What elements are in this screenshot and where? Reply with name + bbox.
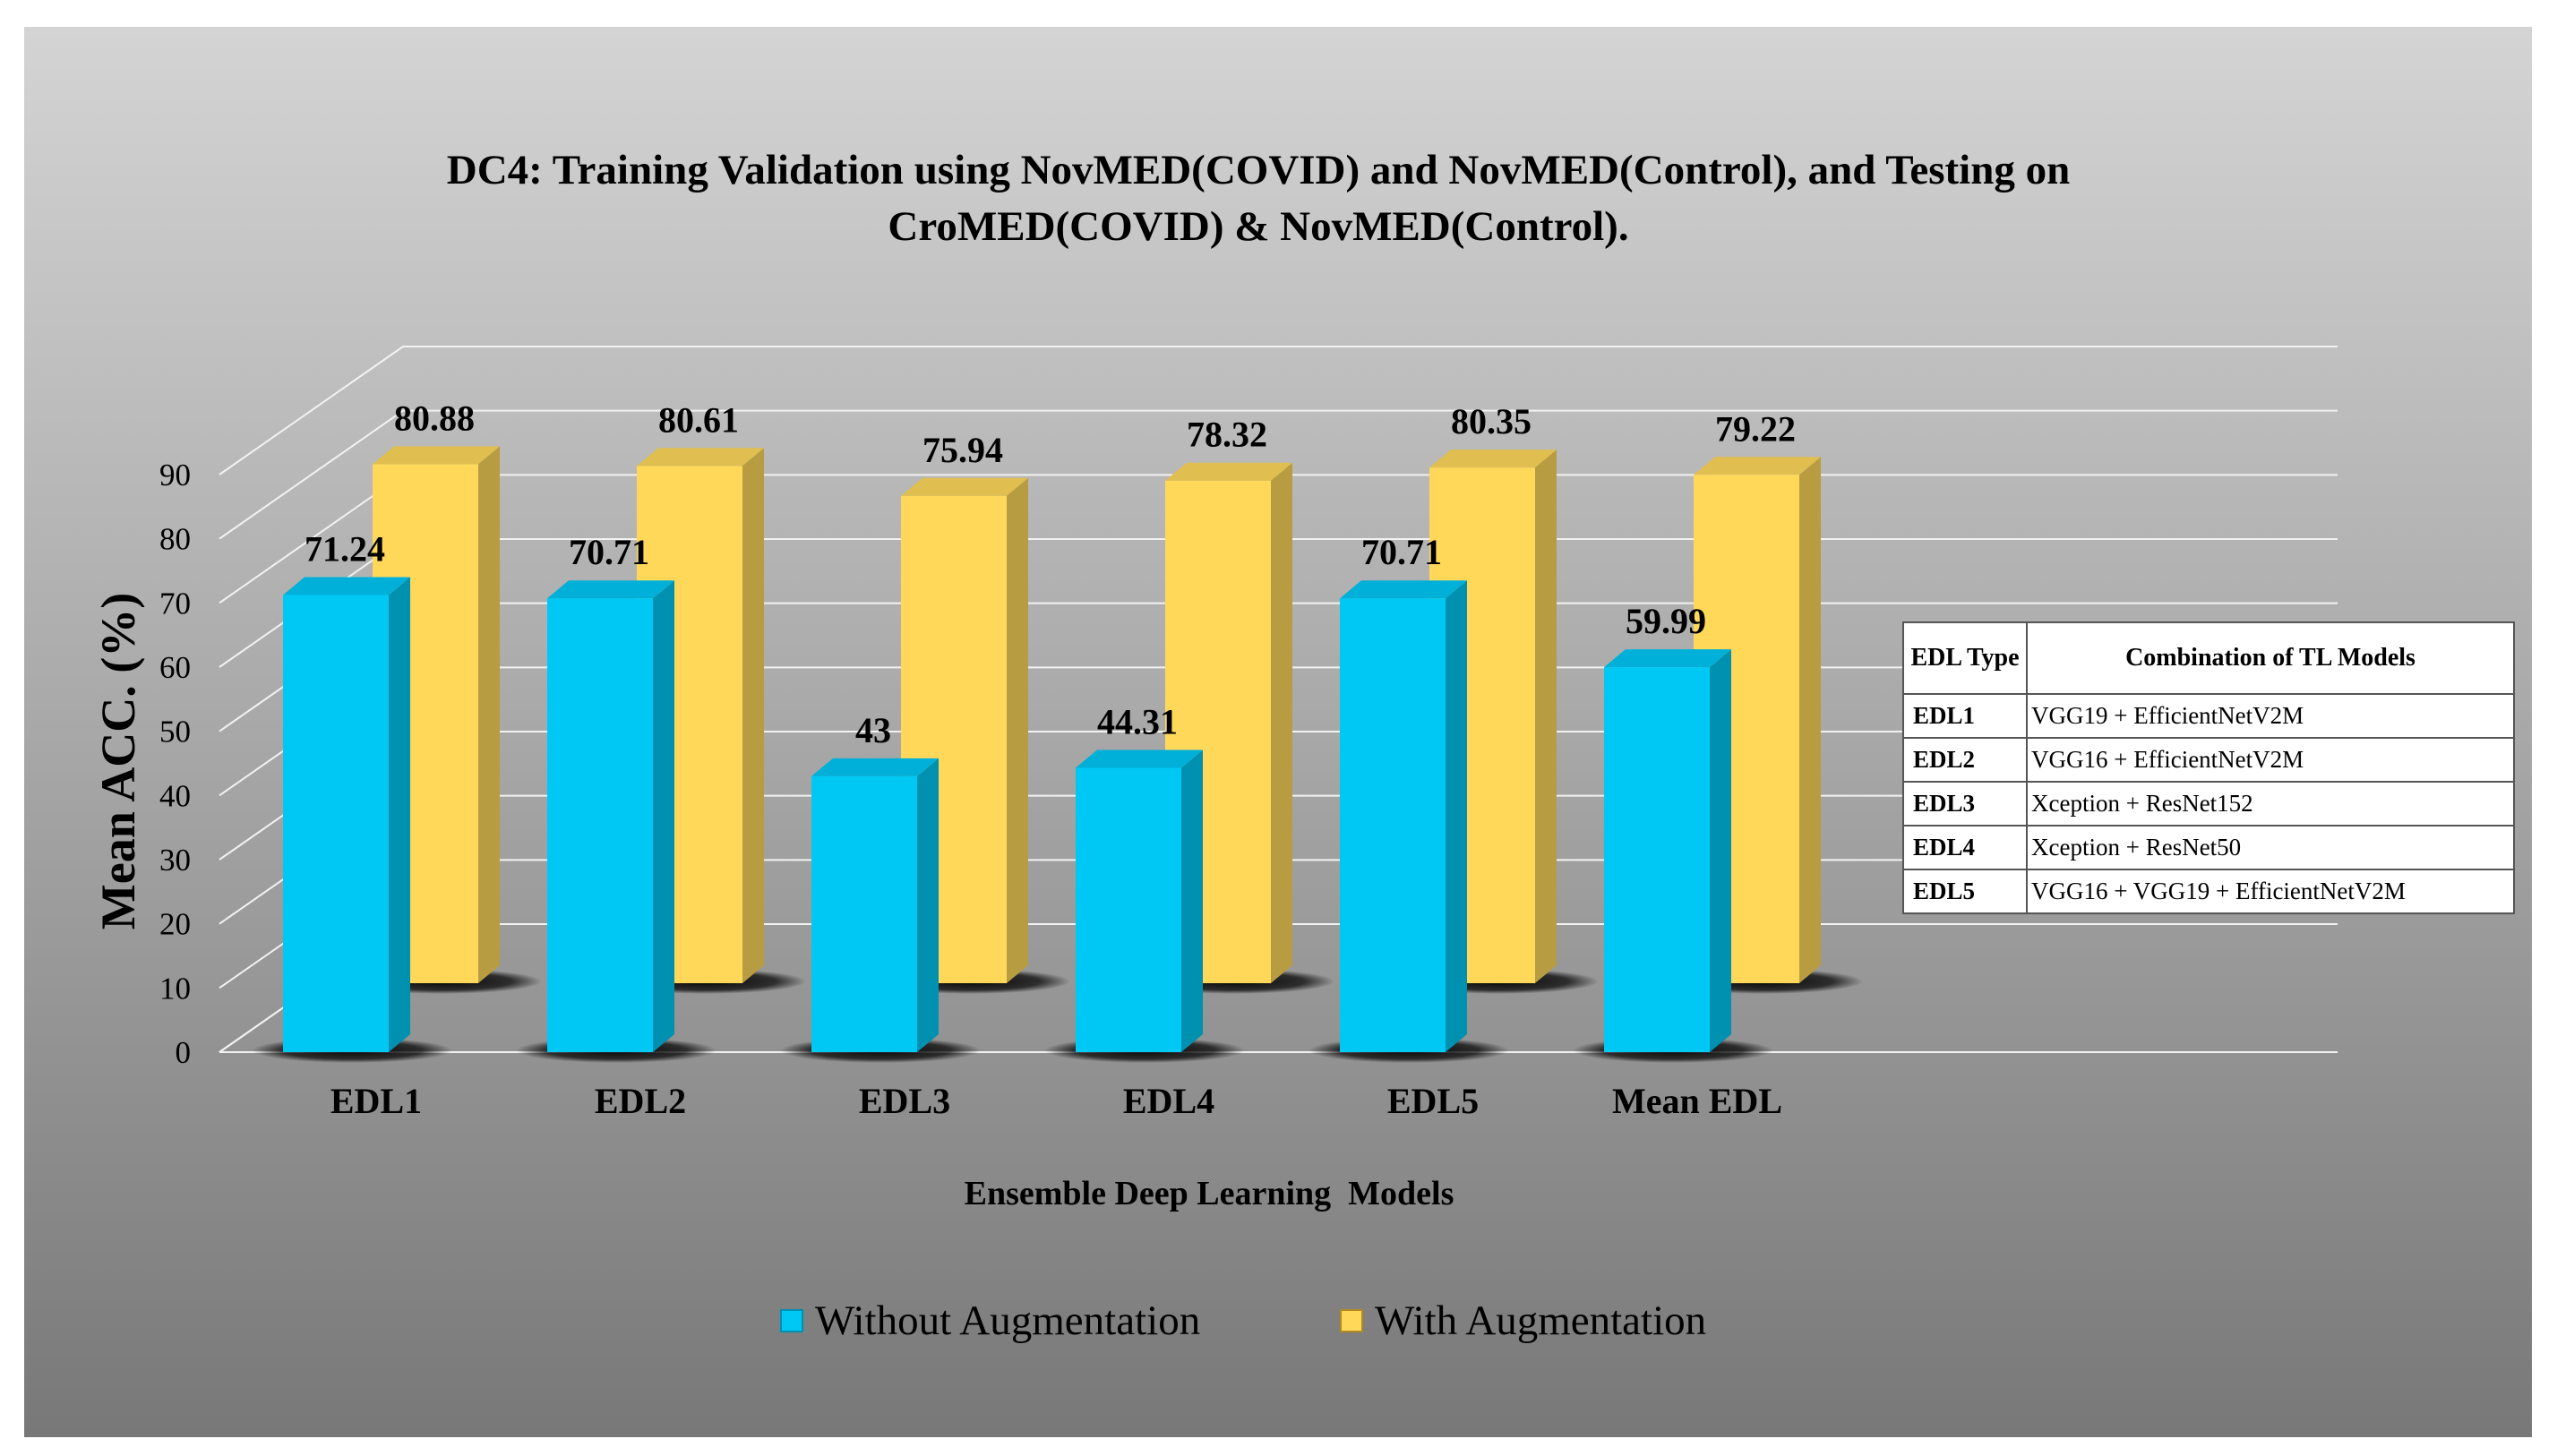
bar-side bbox=[653, 580, 674, 1052]
y-tick-label: 90 bbox=[159, 458, 191, 492]
table-header-type: EDL Type bbox=[1902, 621, 2028, 695]
y-tick-label: 60 bbox=[159, 650, 191, 685]
y-tick-label: 30 bbox=[159, 843, 191, 878]
bar-side bbox=[1799, 457, 1821, 983]
bars: 80.88 80.61 75.94 78.32 80.35 79.22 71.24 70.71… bbox=[251, 398, 1864, 1121]
data-label: 43 bbox=[855, 710, 891, 750]
data-label: 59.99 bbox=[1626, 601, 1706, 641]
y-tick-label: 80 bbox=[159, 522, 191, 557]
bar-top bbox=[1165, 462, 1292, 481]
table-cell-combination: VGG16 + VGG19 + EfficientNetV2M bbox=[2026, 869, 2515, 914]
bar-top bbox=[547, 580, 674, 599]
bar-side bbox=[1710, 649, 1731, 1052]
table-cell-combination: Xception + ResNet50 bbox=[2026, 825, 2515, 870]
table-cell-type: EDL5 bbox=[1902, 869, 2028, 914]
bar-top bbox=[637, 448, 764, 467]
bar bbox=[811, 775, 917, 1052]
bar-top bbox=[373, 446, 500, 465]
y-axis-label: Mean ACC. (%) bbox=[91, 593, 145, 929]
edl-combination-table: EDL Type Combination of TL Models EDL1 V… bbox=[1902, 621, 2515, 914]
table-cell-combination: VGG19 + EfficientNetV2M bbox=[2026, 693, 2515, 739]
bar bbox=[1076, 767, 1181, 1052]
bar bbox=[547, 598, 653, 1052]
y-tick-label: 10 bbox=[159, 971, 191, 1006]
y-tick-label: 70 bbox=[159, 586, 191, 621]
bar-top bbox=[811, 758, 939, 776]
table-cell-type: EDL1 bbox=[1902, 693, 2028, 739]
x-tick-label: EDL3 bbox=[859, 1081, 950, 1121]
data-label: 70.71 bbox=[569, 532, 649, 572]
table-cell-type: EDL4 bbox=[1902, 825, 2028, 870]
x-tick-label: EDL5 bbox=[1387, 1081, 1479, 1121]
table-cell-combination: Xception + ResNet152 bbox=[2026, 781, 2515, 826]
y-tick-label: 0 bbox=[176, 1035, 192, 1070]
table-row: EDL1 VGG19 + EfficientNetV2M bbox=[1902, 693, 2515, 739]
table-row: EDL3 Xception + ResNet152 bbox=[1902, 781, 2515, 826]
x-tick-label: Mean EDL bbox=[1612, 1081, 1782, 1121]
bar-top bbox=[283, 577, 410, 595]
bar-side bbox=[1446, 580, 1467, 1052]
bar-top bbox=[1604, 649, 1731, 668]
table-cell-type: EDL2 bbox=[1902, 737, 2028, 783]
bar-top bbox=[1340, 580, 1467, 599]
bar-side bbox=[1007, 477, 1028, 983]
data-label: 80.35 bbox=[1451, 401, 1532, 441]
bar-top bbox=[901, 477, 1028, 496]
table-header-row: EDL Type Combination of TL Models bbox=[1902, 621, 2515, 695]
table-header-combination: Combination of TL Models bbox=[2026, 621, 2515, 695]
bar-side bbox=[389, 577, 410, 1052]
data-label: 75.94 bbox=[922, 430, 1003, 470]
bar-side bbox=[1271, 462, 1292, 983]
bar-side bbox=[1181, 749, 1203, 1052]
table-cell-type: EDL3 bbox=[1902, 781, 2028, 826]
bar-top bbox=[1076, 749, 1203, 768]
table-row: EDL2 VGG16 + EfficientNetV2M bbox=[1902, 737, 2515, 783]
legend-swatch-without bbox=[780, 1309, 803, 1332]
table-cell-combination: VGG16 + EfficientNetV2M bbox=[2026, 737, 2515, 783]
bar-top bbox=[1429, 450, 1557, 468]
data-label: 70.71 bbox=[1361, 532, 1442, 572]
bar bbox=[283, 595, 389, 1052]
bar-side bbox=[742, 448, 764, 983]
data-label: 80.61 bbox=[658, 399, 739, 440]
grid-line bbox=[219, 346, 2338, 475]
table-row: EDL4 Xception + ResNet50 bbox=[1902, 825, 2515, 870]
data-label: 71.24 bbox=[305, 528, 385, 569]
bar-top bbox=[1694, 457, 1821, 475]
legend-swatch-with bbox=[1340, 1309, 1363, 1332]
x-axis-label: Ensemble Deep Learning Models bbox=[965, 1175, 1454, 1212]
data-label: 79.22 bbox=[1715, 408, 1796, 449]
table-row: EDL5 VGG16 + VGG19 + EfficientNetV2M bbox=[1902, 869, 2515, 914]
y-tick-label: 50 bbox=[159, 715, 191, 749]
data-label: 80.88 bbox=[394, 398, 475, 438]
grid-line bbox=[219, 409, 2338, 540]
data-label: 78.32 bbox=[1187, 415, 1267, 455]
bar-side bbox=[917, 758, 939, 1052]
chart-title-line-2: CroMED(COVID) & NovMED(Control). bbox=[888, 203, 1628, 250]
x-tick-label: EDL1 bbox=[330, 1081, 422, 1121]
y-tick-label: 20 bbox=[159, 907, 191, 942]
bar bbox=[1604, 667, 1710, 1052]
y-tick-label: 40 bbox=[159, 778, 191, 813]
legend: Without Augmentation With Augmentation bbox=[780, 1298, 1706, 1344]
legend-label-without: Without Augmentation bbox=[815, 1298, 1200, 1344]
bar bbox=[1340, 598, 1446, 1052]
x-tick-label: EDL4 bbox=[1123, 1081, 1214, 1121]
bar-side bbox=[1535, 450, 1557, 983]
legend-label-with: With Augmentation bbox=[1375, 1298, 1706, 1344]
bar-side bbox=[478, 446, 500, 983]
data-label: 44.31 bbox=[1097, 701, 1178, 741]
chart-title-line-1: DC4: Training Validation using NovMED(CO… bbox=[447, 147, 2070, 193]
x-tick-label: EDL2 bbox=[595, 1081, 686, 1121]
y-axis-ticks: 0 10 20 30 40 50 60 70 80 90 bbox=[159, 458, 191, 1070]
